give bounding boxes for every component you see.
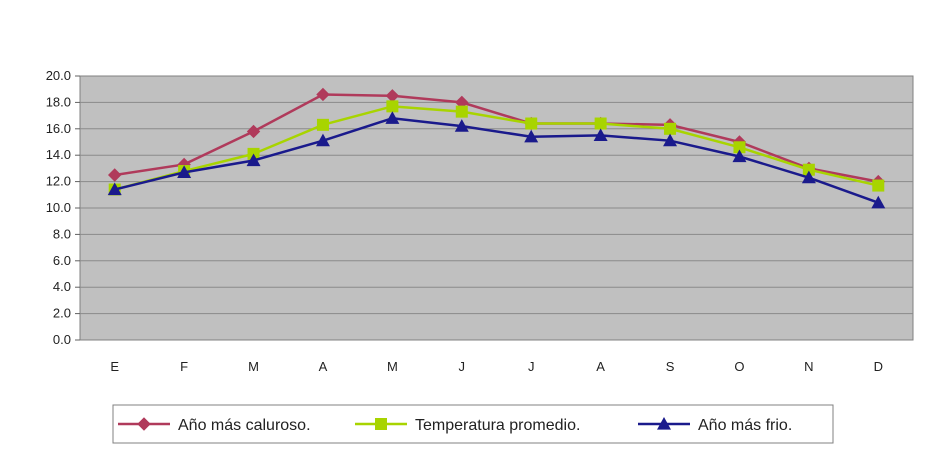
data-point — [316, 87, 330, 102]
data-point — [246, 124, 261, 139]
y-tick-label: 2.0 — [53, 306, 71, 321]
x-tick-label: M — [248, 359, 259, 374]
data-point — [802, 163, 815, 176]
data-point — [108, 168, 122, 182]
y-tick-label: 18.0 — [46, 94, 71, 109]
x-tick-label: J — [459, 359, 466, 374]
x-tick-label: A — [319, 359, 328, 374]
data-point — [524, 129, 539, 143]
legend-item-1: Año más caluroso. — [118, 417, 311, 434]
y-tick-label: 10.0 — [46, 200, 71, 215]
data-point — [594, 117, 607, 130]
y-tick-label: 16.0 — [46, 121, 71, 136]
data-point — [732, 149, 747, 163]
data-point — [455, 105, 468, 118]
legend-label: Año más caluroso. — [178, 417, 311, 434]
y-tick-label: 0.0 — [53, 332, 71, 347]
x-tick-label: N — [804, 359, 813, 374]
y-tick-label: 8.0 — [53, 226, 71, 241]
data-point — [454, 119, 469, 132]
series-layer — [107, 87, 886, 209]
series-line — [114, 116, 879, 204]
data-point — [386, 100, 399, 113]
legend-item-3: Año más frio. — [638, 417, 792, 434]
data-point — [733, 141, 746, 154]
legend-marker — [375, 418, 387, 430]
y-tick-label: 14.0 — [46, 147, 71, 162]
y-axis: 0.0 2.0 4.0 6.0 8.0 10.0 12.0 14.0 16.0 18.0 20.0 — [46, 68, 80, 347]
data-point — [593, 128, 608, 141]
x-tick-label: F — [180, 359, 188, 374]
series-line — [114, 93, 879, 183]
x-tick-label: S — [666, 359, 675, 374]
legend-items: Año más caluroso. Temperatura promedio. Añ… — [118, 417, 792, 434]
y-tick-label: 4.0 — [53, 279, 71, 294]
data-point — [664, 122, 677, 135]
data-point — [525, 117, 538, 130]
legend-box — [112, 404, 834, 444]
data-point — [385, 111, 400, 124]
x-tick-label: M — [387, 359, 398, 374]
legend-label: Año más frio. — [698, 417, 792, 434]
series-line — [114, 105, 879, 191]
x-tick-label: O — [734, 359, 744, 374]
y-tick-label: 20.0 — [46, 68, 71, 83]
series-3 — [107, 111, 886, 209]
x-tick-label: D — [874, 359, 883, 374]
y-tick-label: 6.0 — [53, 253, 71, 268]
data-point — [871, 195, 886, 209]
x-tick-label: A — [596, 359, 605, 374]
legend-label: Temperatura promedio. — [415, 417, 580, 434]
data-point — [316, 118, 329, 131]
data-point — [177, 165, 192, 178]
legend: Año más caluroso. Temperatura promedio. Añ… — [112, 404, 834, 444]
data-point — [246, 153, 261, 167]
x-tick-label: E — [110, 359, 119, 374]
data-point — [315, 133, 330, 147]
x-tick-label: J — [528, 359, 535, 374]
data-point — [107, 182, 122, 196]
legend-item-2: Temperatura promedio. — [355, 417, 580, 434]
data-point — [872, 179, 885, 192]
legend-marker — [137, 417, 151, 431]
legend-marker — [657, 417, 671, 430]
data-point — [663, 133, 678, 147]
y-tick-label: 12.0 — [46, 174, 71, 189]
data-point — [801, 170, 816, 184]
